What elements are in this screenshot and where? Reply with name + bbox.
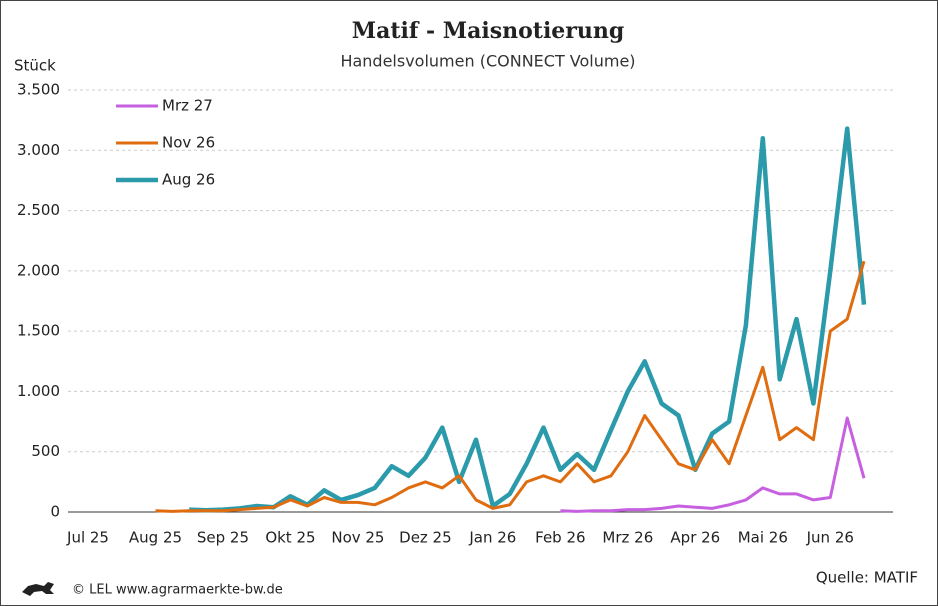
x-tick-label: Mrz 26 <box>602 529 653 547</box>
x-tick-label: Feb 26 <box>535 529 585 547</box>
y-tick-label: 0 <box>50 503 60 521</box>
x-tick-label: Aug 25 <box>129 529 182 547</box>
y-tick-label: 3.000 <box>17 141 60 159</box>
x-tick-label: Okt 25 <box>265 529 315 547</box>
y-tick-label: 2.500 <box>17 201 60 219</box>
legend-label: Nov 26 <box>162 134 215 152</box>
x-tick-label: Jul 25 <box>66 529 109 547</box>
y-tick-label: 1.500 <box>17 322 60 340</box>
logo <box>22 582 54 596</box>
series-line <box>189 126 867 513</box>
x-tick-label: Jun 26 <box>806 529 854 547</box>
y-tick-label: 1.000 <box>17 382 60 400</box>
x-tick-label: Sep 25 <box>197 529 249 547</box>
series-line <box>155 260 866 513</box>
y-tick-label: 3.500 <box>17 81 60 99</box>
source: Quelle: MATIF <box>816 569 918 587</box>
y-tick-label: 500 <box>31 442 60 460</box>
x-tick-label: Jan 26 <box>468 529 516 547</box>
x-tick-label: Dez 25 <box>399 529 452 547</box>
x-tick-label: Mai 26 <box>738 529 788 547</box>
chart-subtitle: Handelsvolumen (CONNECT Volume) <box>340 52 635 71</box>
legend-label: Mrz 27 <box>162 97 213 115</box>
series-line <box>560 416 866 513</box>
footer: © LEL www.agrarmaerkte-bw.de <box>72 583 283 598</box>
x-tick-label: Apr 26 <box>670 529 720 547</box>
legend-label: Aug 26 <box>162 171 215 189</box>
chart-title: Matif - Maisnotierung <box>352 18 625 44</box>
x-tick-label: Nov 25 <box>331 529 384 547</box>
y-tick-label: 2.000 <box>17 261 60 279</box>
y-axis-label: Stück <box>14 57 56 75</box>
